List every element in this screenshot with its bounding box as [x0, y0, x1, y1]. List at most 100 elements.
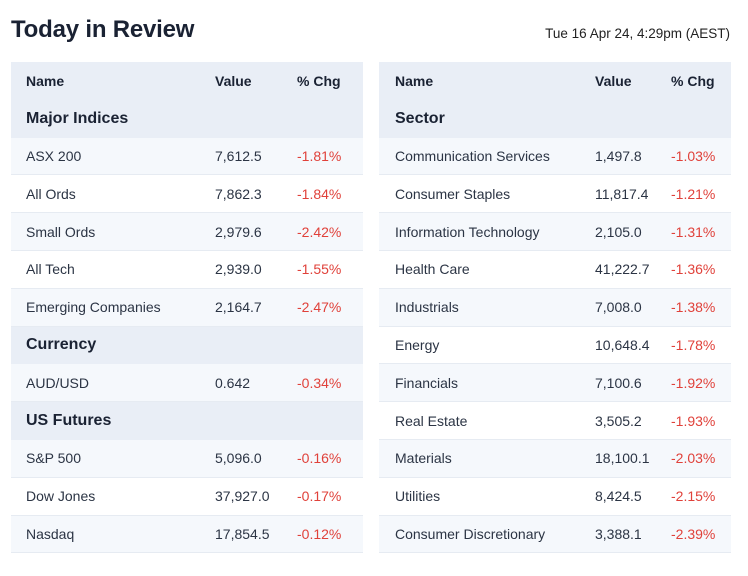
row-value: 5,096.0 — [215, 450, 262, 467]
column-header-pct-chg[interactable]: % Chg — [297, 72, 341, 89]
table-row[interactable]: Industrials 7,008.0 -1.38% — [379, 288, 731, 327]
table-row[interactable]: Real Estate 3,505.2 -1.93% — [379, 402, 731, 440]
row-pct-chg: -1.03% — [671, 147, 716, 164]
table-row[interactable]: Dow Jones 37,927.0 -0.17% — [11, 477, 363, 516]
indices-table: Name Value % Chg Major Indices ASX 200 7… — [11, 62, 363, 554]
row-name: S&P 500 — [26, 450, 82, 467]
table-row[interactable]: Communication Services 1,497.8 -1.03% — [379, 137, 731, 176]
row-pct-chg: -1.55% — [297, 261, 342, 278]
group-header-us-futures: US Futures — [11, 402, 363, 440]
row-pct-chg: -1.81% — [297, 147, 342, 164]
timestamp: Tue 16 Apr 24, 4:29pm (AEST) — [545, 26, 730, 41]
row-name: ASX 200 — [26, 147, 82, 164]
row-value: 7,100.6 — [595, 374, 642, 391]
row-name: Nasdaq — [26, 525, 75, 542]
column-header-value[interactable]: Value — [215, 72, 252, 89]
row-value: 1,497.8 — [595, 147, 642, 164]
row-pct-chg: -0.17% — [297, 488, 342, 505]
row-name: Materials — [395, 450, 452, 467]
row-value: 2,164.7 — [215, 299, 262, 316]
row-value: 10,648.4 — [595, 336, 650, 353]
row-value: 0.642 — [215, 374, 251, 391]
table-row[interactable]: Information Technology 2,105.0 -1.31% — [379, 213, 731, 251]
page-title: Today in Review — [11, 16, 195, 43]
row-name: All Ords — [26, 185, 76, 202]
column-header-value[interactable]: Value — [595, 72, 632, 89]
row-pct-chg: -2.03% — [671, 450, 716, 467]
group-header-major-indices: Major Indices — [11, 99, 363, 138]
column-header-name[interactable]: Name — [26, 72, 65, 89]
group-title: Currency — [26, 336, 97, 354]
row-name: Financials — [395, 374, 459, 391]
row-name: Utilities — [395, 488, 441, 505]
table-row[interactable]: Financials 7,100.6 -1.92% — [379, 364, 731, 403]
row-value: 11,817.4 — [595, 185, 649, 202]
row-value: 2,939.0 — [215, 261, 262, 278]
row-name: Emerging Companies — [26, 299, 161, 316]
table-row[interactable]: All Tech 2,939.0 -1.55% — [11, 250, 363, 289]
table-row[interactable]: Small Ords 2,979.6 -2.42% — [11, 213, 363, 251]
row-name: Health Care — [395, 261, 470, 278]
row-pct-chg: -1.31% — [671, 223, 716, 240]
table-row[interactable]: Utilities 8,424.5 -2.15% — [379, 477, 731, 516]
table-row[interactable]: Health Care 41,222.7 -1.36% — [379, 250, 731, 289]
row-name: Consumer Discretionary — [395, 525, 546, 542]
row-name: Energy — [395, 336, 440, 353]
table-row[interactable]: Emerging Companies 2,164.7 -2.47% — [11, 288, 363, 327]
column-header-name[interactable]: Name — [395, 72, 434, 89]
row-name: Communication Services — [395, 147, 550, 164]
row-name: Small Ords — [26, 223, 96, 240]
row-pct-chg: -1.36% — [671, 261, 716, 278]
row-name: Industrials — [395, 299, 459, 316]
table-row[interactable]: ASX 200 7,612.5 -1.81% — [11, 137, 363, 176]
row-pct-chg: -0.16% — [297, 450, 342, 467]
table-row[interactable]: All Ords 7,862.3 -1.84% — [11, 175, 363, 214]
table-header-row: Name Value % Chg — [11, 62, 363, 100]
row-pct-chg: -0.34% — [297, 374, 342, 391]
row-value: 7,008.0 — [595, 299, 642, 316]
row-pct-chg: -1.84% — [297, 185, 342, 202]
row-name: Dow Jones — [26, 488, 96, 505]
row-pct-chg: -2.39% — [671, 525, 716, 542]
table-row[interactable]: Energy 10,648.4 -1.78% — [379, 326, 731, 365]
row-value: 17,854.5 — [215, 525, 270, 542]
row-value: 8,424.5 — [595, 488, 642, 505]
table-row[interactable]: Materials 18,100.1 -2.03% — [379, 439, 731, 478]
table-row[interactable]: AUD/USD 0.642 -0.34% — [11, 364, 363, 403]
row-value: 3,388.1 — [595, 525, 642, 542]
row-value: 2,105.0 — [595, 223, 642, 240]
row-value: 3,505.2 — [595, 412, 642, 429]
row-name: Information Technology — [395, 223, 540, 240]
table-header-row: Name Value % Chg — [379, 62, 731, 100]
table-row[interactable]: Consumer Staples 11,817.4 -1.21% — [379, 175, 731, 214]
row-pct-chg: -2.15% — [671, 488, 716, 505]
column-header-pct-chg[interactable]: % Chg — [671, 72, 715, 89]
row-pct-chg: -2.47% — [297, 299, 342, 316]
group-header-currency: Currency — [11, 326, 363, 365]
row-pct-chg: -1.78% — [671, 336, 716, 353]
table-row[interactable]: Consumer Discretionary 3,388.1 -2.39% — [379, 515, 731, 554]
group-title: US Futures — [26, 412, 112, 430]
row-pct-chg: -1.38% — [671, 299, 716, 316]
row-value: 37,927.0 — [215, 488, 270, 505]
row-name: AUD/USD — [26, 374, 90, 391]
row-name: All Tech — [26, 261, 75, 278]
row-value: 18,100.1 — [595, 450, 650, 467]
page-header: Today in Review Tue 16 Apr 24, 4:29pm (A… — [11, 14, 730, 50]
table-row[interactable]: S&P 500 5,096.0 -0.16% — [11, 439, 363, 478]
row-value: 7,862.3 — [215, 185, 262, 202]
row-pct-chg: -1.21% — [671, 185, 716, 202]
sectors-table: Name Value % Chg Sector Communication Se… — [379, 62, 731, 554]
row-pct-chg: -1.93% — [671, 412, 716, 429]
row-value: 41,222.7 — [595, 261, 650, 278]
row-pct-chg: -1.92% — [671, 374, 716, 391]
row-pct-chg: -0.12% — [297, 525, 342, 542]
group-title: Major Indices — [26, 109, 129, 127]
row-value: 2,979.6 — [215, 223, 262, 240]
row-name: Consumer Staples — [395, 185, 511, 202]
row-name: Real Estate — [395, 412, 468, 429]
group-header-sector: Sector — [379, 99, 731, 138]
group-title: Sector — [395, 109, 445, 127]
row-value: 7,612.5 — [215, 147, 262, 164]
table-row[interactable]: Nasdaq 17,854.5 -0.12% — [11, 515, 363, 554]
